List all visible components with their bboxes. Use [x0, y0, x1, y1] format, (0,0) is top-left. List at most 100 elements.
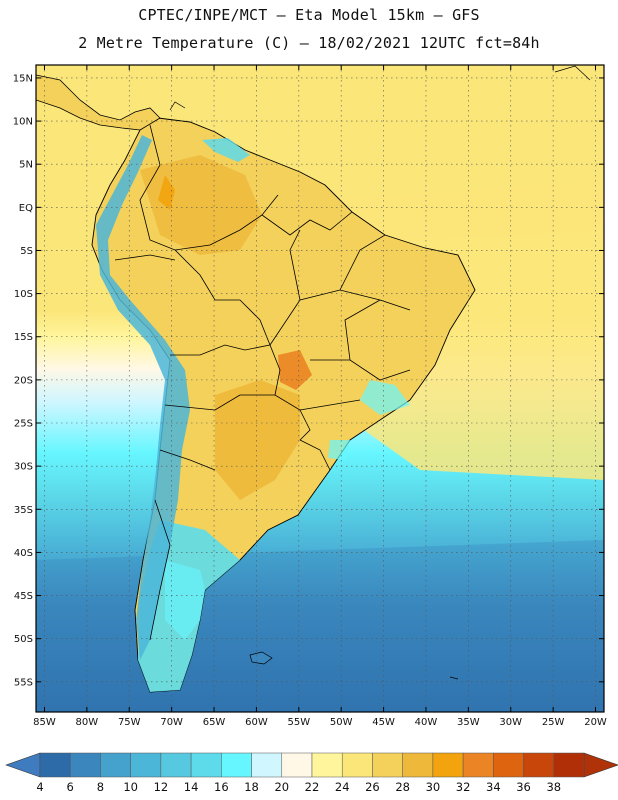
lat-tick-label: 5S	[20, 246, 33, 257]
lat-tick-label: 10N	[13, 117, 33, 128]
colorbar-swatch	[39, 752, 71, 778]
colorbar-label: 26	[365, 780, 380, 794]
colorbar-swatch	[251, 752, 283, 778]
colorbar-label: 10	[123, 780, 138, 794]
lat-tick-label: 15S	[14, 332, 33, 343]
lon-tick-label: 75W	[118, 717, 141, 728]
lon-tick-label: 80W	[76, 717, 99, 728]
patagonia-mild-region	[165, 560, 205, 640]
colorbar-label: 18	[244, 780, 259, 794]
border-ecuador-peru	[114, 254, 176, 261]
temperature-field	[36, 65, 604, 712]
border-uruguay	[299, 439, 331, 471]
colorbar-label: 4	[36, 780, 43, 794]
south-georgia-island	[449, 676, 459, 680]
hot-region-chaco	[215, 380, 300, 500]
colorbar-high-arrow	[583, 752, 618, 778]
colorbar-label: 14	[184, 780, 199, 794]
colorbar-label: 6	[67, 780, 74, 794]
border-brazil-states-2	[289, 229, 301, 301]
lon-tick-label: 50W	[330, 717, 353, 728]
lat-tick-label: 20S	[14, 375, 33, 386]
cold-southern-ocean	[36, 540, 604, 712]
lat-tick-label: 55S	[14, 677, 33, 688]
falkland-islands	[249, 651, 273, 665]
border-chile-argentina-2	[149, 499, 171, 641]
longitude-axis: 85W 80W 75W 70W 65W 60W 55W 50W 45W 40W 35W 30W 25W 2…	[33, 65, 607, 728]
lat-tick-label: 50S	[14, 634, 33, 645]
colorbar-swatch	[190, 752, 222, 778]
lon-tick-label: 55W	[287, 717, 310, 728]
lon-tick-label: 30W	[499, 717, 522, 728]
lon-tick-label: 45W	[372, 717, 395, 728]
colorbar-swatch	[372, 752, 403, 778]
southeast-brazil-mild	[360, 380, 410, 415]
colorbar-swatch	[281, 752, 313, 778]
plot-frame	[35, 64, 605, 713]
colorbar-swatch	[462, 752, 494, 778]
lat-tick-label: 5N	[19, 160, 33, 171]
country-borders	[114, 124, 411, 641]
colorbar-label: 28	[395, 780, 410, 794]
lat-tick-label: 35S	[14, 505, 33, 516]
colorbar-label: 16	[214, 780, 229, 794]
colorbar-label: 32	[456, 780, 471, 794]
colorbar-low-arrow	[5, 752, 41, 778]
lat-tick-label: EQ	[19, 203, 33, 214]
lon-tick-label: 25W	[542, 717, 565, 728]
colorbar-label: 8	[97, 780, 104, 794]
temperature-colorbar: 4 6 8 10 12 14 16 18 20 22 24 26 28 30 32 34 36 38	[5, 752, 618, 794]
colorbar-swatch	[493, 752, 524, 778]
venezuela-highlands-cool	[202, 138, 250, 162]
lon-tick-label: 35W	[457, 717, 480, 728]
colorbar-swatch	[341, 752, 373, 778]
colorbar-swatch	[221, 752, 252, 778]
lon-tick-label: 60W	[245, 717, 268, 728]
colorbar-swatch	[160, 752, 192, 778]
colorbar-swatch	[432, 752, 464, 778]
latitude-axis: 15N 10N 5N EQ 5S 10S 15S 20S 25S 30S 35S 40S 45S 50S 5…	[13, 73, 604, 688]
hot-spot-colombia	[158, 175, 175, 210]
map-title-line1: CPTEC/INPE/MCT – Eta Model 15km – GFS	[138, 6, 480, 24]
colorbar-swatch	[311, 752, 343, 778]
colorbar-swatch	[69, 752, 101, 778]
colorbar-label: 36	[516, 780, 531, 794]
lon-tick-label: 85W	[33, 717, 56, 728]
colorbar-swatch	[100, 752, 131, 778]
colorbar-label: 34	[486, 780, 501, 794]
south-brazil-mild	[328, 440, 350, 460]
colorbar-label: 12	[154, 780, 169, 794]
colorbar-swatch	[523, 752, 555, 778]
border-brazil-states-3	[339, 234, 386, 291]
andes-cold-strip	[96, 135, 190, 660]
colorbar-label: 30	[426, 780, 441, 794]
colorbar-label: 38	[546, 780, 561, 794]
lat-tick-label: 40S	[14, 548, 33, 559]
border-guianas	[261, 211, 353, 236]
lon-tick-label: 70W	[160, 717, 183, 728]
lat-tick-label: 45S	[14, 591, 33, 602]
colorbar-label: 24	[335, 780, 350, 794]
border-bolivia	[170, 344, 281, 396]
colorbar-label: 20	[274, 780, 289, 794]
border-brazil-states-4	[310, 359, 411, 381]
border-brazil-states-5	[344, 299, 381, 361]
lat-tick-label: 15N	[13, 73, 33, 84]
caribbean-island	[169, 101, 186, 111]
border-chile-argentina-1	[159, 449, 216, 471]
lon-tick-label: 65W	[203, 717, 226, 728]
lat-tick-label: 10S	[14, 289, 33, 300]
colorbar-swatch	[402, 752, 434, 778]
hot-region-north	[140, 155, 262, 255]
map-title-line2: 2 Metre Temperature (C) – 18/02/2021 12U…	[78, 34, 540, 52]
colorbar-swatch	[553, 752, 585, 778]
lesser-antilles	[554, 65, 591, 81]
lon-tick-label: 40W	[415, 717, 438, 728]
border-peru-brazil	[174, 249, 271, 346]
lat-tick-label: 30S	[14, 462, 33, 473]
border-argentina-north	[164, 394, 241, 411]
lon-tick-label: 20W	[584, 717, 607, 728]
lat-tick-label: 25S	[14, 419, 33, 430]
colorbar-label: 22	[305, 780, 320, 794]
